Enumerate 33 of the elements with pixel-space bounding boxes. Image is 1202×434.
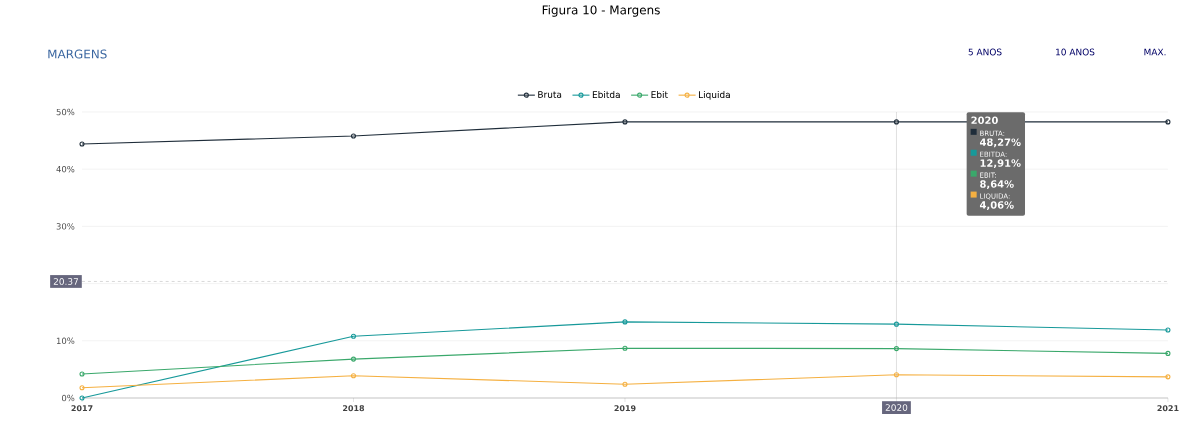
y-tick-label: 30%	[56, 223, 75, 230]
point	[893, 321, 900, 327]
annotation: 12,91%	[980, 159, 1021, 169]
point	[893, 346, 900, 352]
point	[350, 333, 357, 339]
point	[622, 119, 628, 125]
point	[622, 319, 628, 325]
ref-line-label: 20.37	[53, 278, 79, 285]
point	[893, 119, 900, 125]
point	[622, 345, 628, 351]
point	[350, 373, 357, 379]
y-tick-label: 0%	[61, 394, 75, 402]
ref-line-label: 2020	[885, 404, 908, 411]
text: 10 ANOS	[1056, 48, 1095, 56]
y-tick-label: 40%	[56, 166, 75, 173]
text: 5 ANOS	[968, 48, 1002, 56]
annotation: 2020	[971, 116, 998, 125]
legend-label: Ebit	[651, 91, 668, 99]
text: Figura 10 - Margens	[542, 5, 660, 17]
point	[622, 381, 628, 387]
annotation: 48,27%	[979, 138, 1021, 148]
point	[893, 372, 900, 378]
point	[350, 133, 357, 139]
chart-title: MARGENS	[48, 49, 107, 59]
y-tick-label: 10%	[56, 337, 75, 345]
annotation: 8,64%	[980, 180, 1014, 190]
text: MAX.	[1144, 48, 1166, 56]
annotation: 4,06%	[979, 201, 1014, 210]
point	[350, 356, 357, 362]
legend-label: Ebitda	[592, 91, 620, 99]
legend-label: Bruta	[538, 91, 562, 98]
legend-label: Liquida	[698, 91, 730, 100]
y-tick-label: 50%	[56, 108, 75, 116]
